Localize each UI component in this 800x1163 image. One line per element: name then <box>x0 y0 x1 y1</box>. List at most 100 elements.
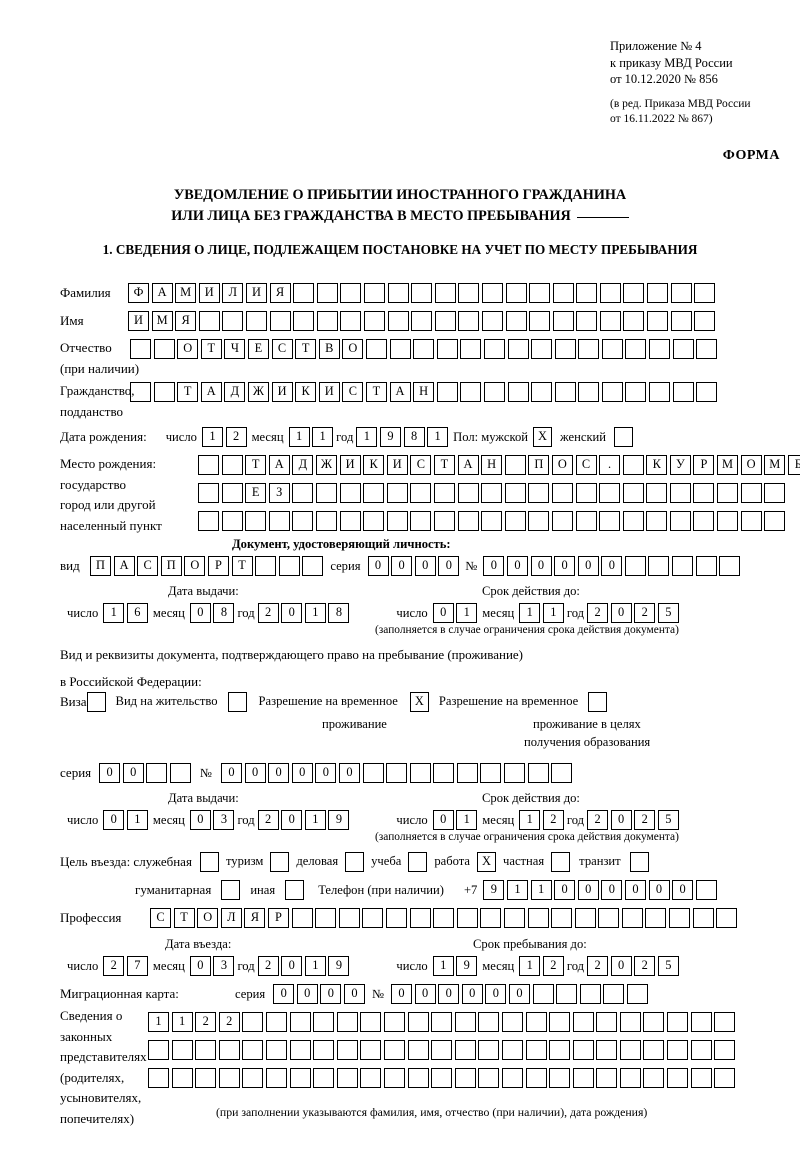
migration-number-field-cell[interactable]: 0 <box>438 984 460 1004</box>
profession-field-cell[interactable] <box>551 908 573 928</box>
birth-place-row-3-cell[interactable] <box>646 511 668 531</box>
legal-rep-row-1-cell[interactable] <box>619 1012 641 1032</box>
visa-checkbox[interactable] <box>86 692 106 712</box>
legal-rep-row-3-cell[interactable] <box>265 1068 287 1088</box>
doc-series-field-cell[interactable]: 0 <box>391 556 413 576</box>
profession-field-cell[interactable] <box>621 908 643 928</box>
citizenship-field-cell[interactable] <box>625 382 647 402</box>
birth-place-row-2-cell[interactable] <box>575 483 597 503</box>
name-field-cell[interactable] <box>623 311 645 331</box>
name-field-cell[interactable]: Я <box>175 311 197 331</box>
legal-rep-row-1-cell[interactable] <box>242 1012 264 1032</box>
birth-place-row-1-cell[interactable]: Б <box>787 455 800 475</box>
citizenship-field-cell[interactable] <box>460 382 482 402</box>
profession-field-cell[interactable]: О <box>197 908 219 928</box>
permit-issue-day-cell[interactable]: 0 <box>103 810 125 830</box>
purpose-study-checkbox[interactable] <box>408 852 428 872</box>
legal-rep-row-3-cell[interactable] <box>336 1068 358 1088</box>
legal-rep-row-2-cell[interactable] <box>714 1040 736 1060</box>
phone-field-cell[interactable]: 9 <box>483 880 505 900</box>
legal-rep-row-3-cell[interactable] <box>714 1068 736 1088</box>
doc-kind-field-cell[interactable]: Т <box>231 556 253 576</box>
birth-place-row-3-cell[interactable] <box>528 511 550 531</box>
doc-series-field-cell[interactable]: 0 <box>438 556 460 576</box>
legal-rep-row-2-cell[interactable] <box>478 1040 500 1060</box>
stay-day-cell[interactable]: 1 <box>432 956 454 976</box>
doc-kind-field-cell[interactable] <box>255 556 277 576</box>
birth-place-row-1-cell[interactable]: О <box>551 455 573 475</box>
doc-issue-year-cell[interactable]: 1 <box>304 603 326 623</box>
legal-rep-row-1-cell[interactable]: 1 <box>171 1012 193 1032</box>
surname-field-cell[interactable]: И <box>198 283 220 303</box>
birth-place-row-1-cell[interactable]: А <box>268 455 290 475</box>
legal-rep-row-1-cell[interactable] <box>360 1012 382 1032</box>
birth-place-row-1-cell[interactable]: Н <box>481 455 503 475</box>
legal-rep-row-1-cell[interactable] <box>501 1012 523 1032</box>
doc-series-field-cell[interactable]: 0 <box>367 556 389 576</box>
permit-issue-year-cell[interactable]: 2 <box>257 810 279 830</box>
purpose-official-checkbox[interactable] <box>199 852 219 872</box>
birth-place-row-1-cell[interactable]: К <box>646 455 668 475</box>
birth-place-row-3-cell[interactable] <box>315 511 337 531</box>
birth-place-row-3-cell[interactable] <box>221 511 243 531</box>
legal-rep-row-3-cell[interactable] <box>195 1068 217 1088</box>
birth-place-row-2-cell[interactable] <box>315 483 337 503</box>
permit-number-field-cell[interactable] <box>456 763 478 783</box>
permit-number-field-cell[interactable] <box>386 763 408 783</box>
permit-number-field-cell[interactable] <box>504 763 526 783</box>
legal-rep-row-3-cell[interactable] <box>407 1068 429 1088</box>
entry-year-cell[interactable]: 1 <box>304 956 326 976</box>
sex-male-checkbox[interactable]: X <box>532 427 552 447</box>
stay-month-cell[interactable]: 1 <box>519 956 541 976</box>
permit-number-field-cell[interactable] <box>527 763 549 783</box>
birth-place-row-3-cell[interactable] <box>622 511 644 531</box>
legal-rep-row-2-cell[interactable] <box>289 1040 311 1060</box>
patronymic-field-cell[interactable] <box>507 339 529 359</box>
doc-valid-year-cell[interactable]: 2 <box>634 603 656 623</box>
birth-place-row-3-cell[interactable] <box>740 511 762 531</box>
name-field-cell[interactable] <box>481 311 503 331</box>
permit-issue-year-cell[interactable]: 1 <box>304 810 326 830</box>
birth-place-row-3-cell[interactable] <box>339 511 361 531</box>
stay-year-cell[interactable]: 2 <box>587 956 609 976</box>
migration-number-field-cell[interactable] <box>556 984 578 1004</box>
birth-year-cell[interactable]: 9 <box>379 427 401 447</box>
purpose-humanitarian-checkbox[interactable] <box>221 880 241 900</box>
citizenship-field-cell[interactable] <box>531 382 553 402</box>
legal-rep-row-1-cell[interactable] <box>572 1012 594 1032</box>
legal-rep-row-1-cell[interactable] <box>525 1012 547 1032</box>
birth-place-row-2-cell[interactable]: Е <box>245 483 267 503</box>
doc-number-field-cell[interactable] <box>672 556 694 576</box>
citizenship-field-cell[interactable] <box>649 382 671 402</box>
birth-month-cell[interactable]: 1 <box>288 427 310 447</box>
legal-rep-row-2-cell[interactable] <box>148 1040 169 1060</box>
birth-place-row-1-cell[interactable]: И <box>339 455 361 475</box>
surname-field-cell[interactable] <box>529 283 551 303</box>
birth-place-row-2-cell[interactable] <box>292 483 314 503</box>
birth-place-row-1-cell[interactable]: У <box>669 455 691 475</box>
doc-issue-year-cell[interactable]: 0 <box>281 603 303 623</box>
birth-place-row-2-cell[interactable] <box>740 483 762 503</box>
legal-rep-row-2-cell[interactable] <box>242 1040 264 1060</box>
name-field-cell[interactable] <box>198 311 220 331</box>
doc-number-field-cell[interactable] <box>719 556 741 576</box>
birth-place-row-1-cell[interactable]: Д <box>292 455 314 475</box>
legal-rep-row-2-cell[interactable] <box>218 1040 240 1060</box>
migration-number-field-cell[interactable]: 0 <box>390 984 412 1004</box>
stay-year-cell[interactable]: 5 <box>657 956 679 976</box>
migration-series-field-cell[interactable]: 0 <box>320 984 342 1004</box>
legal-rep-row-3-cell[interactable] <box>619 1068 641 1088</box>
citizenship-field-cell[interactable]: Т <box>177 382 199 402</box>
profession-field-cell[interactable] <box>645 908 667 928</box>
doc-issue-day-cell[interactable]: 6 <box>126 603 148 623</box>
profession-field-cell[interactable] <box>433 908 455 928</box>
entry-day-cell[interactable]: 2 <box>103 956 125 976</box>
legal-rep-row-3-cell[interactable] <box>667 1068 689 1088</box>
legal-rep-row-3-cell[interactable] <box>549 1068 571 1088</box>
birth-place-row-3-cell[interactable] <box>693 511 715 531</box>
birth-place-row-2-cell[interactable] <box>481 483 503 503</box>
citizenship-field-cell[interactable] <box>483 382 505 402</box>
birth-year-cell[interactable]: 1 <box>427 427 449 447</box>
name-field-cell[interactable] <box>340 311 362 331</box>
birth-place-row-2-cell[interactable] <box>764 483 786 503</box>
